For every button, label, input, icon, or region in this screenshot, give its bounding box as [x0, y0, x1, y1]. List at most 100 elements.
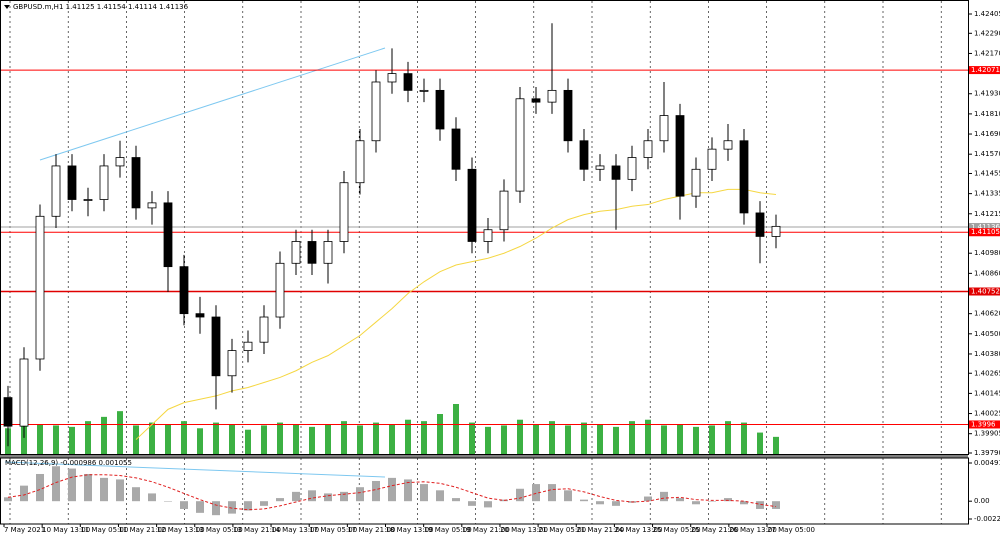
candle-body — [291, 241, 301, 264]
volume-bar — [213, 422, 219, 454]
x-tick-label: 11 May 05:00 — [80, 526, 128, 534]
candle-body — [275, 262, 285, 318]
candle-body — [195, 313, 205, 318]
volume-bar — [709, 425, 715, 454]
y-tick-label: 1.39905 — [974, 430, 1000, 438]
price-label-box — [969, 287, 1000, 296]
volume-bar — [341, 421, 347, 454]
candle-body — [595, 165, 605, 170]
volume-bar — [149, 422, 155, 454]
volume-bar — [229, 424, 235, 454]
macd-bar — [692, 501, 700, 505]
grid — [9, 1, 942, 524]
trend-line — [4, 461, 386, 478]
volume-bar — [421, 421, 427, 454]
macd-bar — [116, 479, 124, 502]
volume-bar — [133, 425, 139, 454]
candle-body — [51, 165, 61, 217]
candle-body — [691, 168, 701, 197]
volume-bar — [37, 424, 43, 454]
volume-bar — [261, 425, 267, 454]
macd-bar — [580, 499, 588, 502]
candle-body — [35, 215, 45, 360]
candle-body — [227, 350, 237, 377]
candle-body — [307, 241, 317, 264]
candle-body — [467, 168, 477, 242]
volume-bar — [197, 428, 203, 454]
y-tick-label: 1.40500 — [974, 330, 1000, 338]
candle-body — [179, 266, 189, 315]
volume-bar — [437, 414, 443, 454]
price-label: 1.41136 — [971, 223, 1000, 231]
volume-bar — [405, 419, 411, 454]
y-tick-label: 1.40025 — [974, 410, 1000, 418]
candle-body — [531, 98, 541, 103]
candle-body — [515, 98, 525, 192]
x-tick-label: 18 May 13:00 — [386, 526, 434, 534]
candle-body — [579, 140, 589, 170]
y-tick-label: 1.41930 — [974, 90, 1000, 98]
x-tick-label: 21 May 05:00 — [538, 526, 586, 534]
x-tick-label: 10 May 13:00 — [42, 526, 90, 534]
plot — [1, 23, 968, 516]
volume-bar — [549, 421, 555, 454]
separator — [0, 455, 968, 458]
macd-frame — [0, 457, 969, 525]
candle-body — [371, 81, 381, 142]
x-tick-label: 21 May 21:00 — [576, 526, 624, 534]
y-tick-label: 1.40980 — [974, 249, 1000, 257]
macd-bar — [612, 501, 620, 506]
candle-body — [435, 89, 445, 130]
y2-tick-label: 0.00 — [974, 497, 990, 505]
macd-bar — [708, 501, 716, 502]
volume-bar — [773, 436, 779, 454]
x-tick-label: 24 May 13:00 — [614, 526, 662, 534]
macd-bar — [164, 501, 172, 502]
candle-body — [131, 157, 141, 209]
chart-title: GBPUSD.m,H1 1.41125 1.41154 1.41114 1.41… — [13, 3, 189, 11]
macd-bar — [132, 487, 140, 502]
volume-bar — [69, 426, 75, 454]
candle-body — [755, 212, 765, 237]
macd-bar — [196, 501, 204, 513]
macd-bar — [516, 488, 524, 502]
y2-tick-label: -0.002292 — [974, 515, 1000, 523]
macd-bar — [100, 477, 108, 502]
macd-bar — [228, 501, 236, 514]
volume-bar — [469, 422, 475, 454]
macd-bar — [180, 501, 188, 509]
y-tick-label: 1.42290 — [974, 29, 1000, 37]
y-tick-label: 1.40380 — [974, 350, 1000, 358]
macd-bar — [548, 484, 556, 502]
menu-arrow[interactable] — [4, 5, 10, 9]
macd-bar — [36, 473, 44, 502]
volume-bar — [453, 404, 459, 454]
x-tick-label: 17 May 21:00 — [347, 526, 395, 534]
volume-bar — [645, 419, 651, 454]
macd-bar — [292, 491, 300, 502]
macd-bar — [644, 496, 652, 502]
candle-body — [723, 140, 733, 150]
macd-bar — [68, 468, 76, 502]
x-tick-label: 12 May 13:00 — [157, 526, 205, 534]
candle-body — [339, 182, 349, 242]
candle-body — [611, 165, 621, 180]
volume-bar — [53, 425, 59, 454]
macd-bar — [52, 466, 60, 502]
macd-bar — [596, 501, 604, 505]
candle-body — [243, 341, 253, 351]
y-tick-label: 1.41570 — [974, 150, 1000, 158]
x-tick-label: 14 May 13:00 — [271, 526, 319, 534]
macd-bar — [324, 493, 332, 502]
macd-bar — [372, 480, 380, 502]
x-tick-label: 20 May 13:00 — [500, 526, 548, 534]
macd-bar — [660, 491, 668, 502]
macd-bar — [532, 484, 540, 502]
y-tick-label: 1.40620 — [974, 310, 1000, 318]
macd-bar — [84, 473, 92, 502]
volume-bar — [277, 422, 283, 454]
candle-body — [387, 73, 397, 83]
